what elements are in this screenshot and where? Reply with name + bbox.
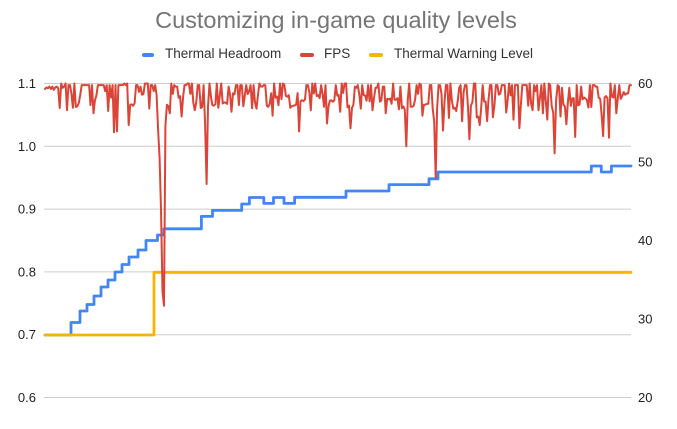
svg-text:Thermal Headroom: Thermal Headroom — [165, 46, 281, 61]
svg-text:1.1: 1.1 — [18, 76, 36, 91]
svg-text:1.0: 1.0 — [18, 139, 36, 154]
svg-text:FPS: FPS — [324, 46, 350, 61]
svg-text:20: 20 — [638, 390, 652, 405]
svg-text:0.9: 0.9 — [18, 202, 36, 217]
svg-text:Thermal Warning Level: Thermal Warning Level — [394, 46, 533, 61]
svg-text:50: 50 — [638, 155, 652, 170]
svg-text:0.7: 0.7 — [18, 327, 36, 342]
svg-text:Customizing in-game quality le: Customizing in-game quality levels — [155, 7, 517, 33]
svg-text:30: 30 — [638, 312, 652, 327]
svg-text:60: 60 — [638, 76, 652, 91]
svg-text:40: 40 — [638, 233, 652, 248]
svg-text:0.8: 0.8 — [18, 264, 36, 279]
svg-text:0.6: 0.6 — [18, 390, 36, 405]
